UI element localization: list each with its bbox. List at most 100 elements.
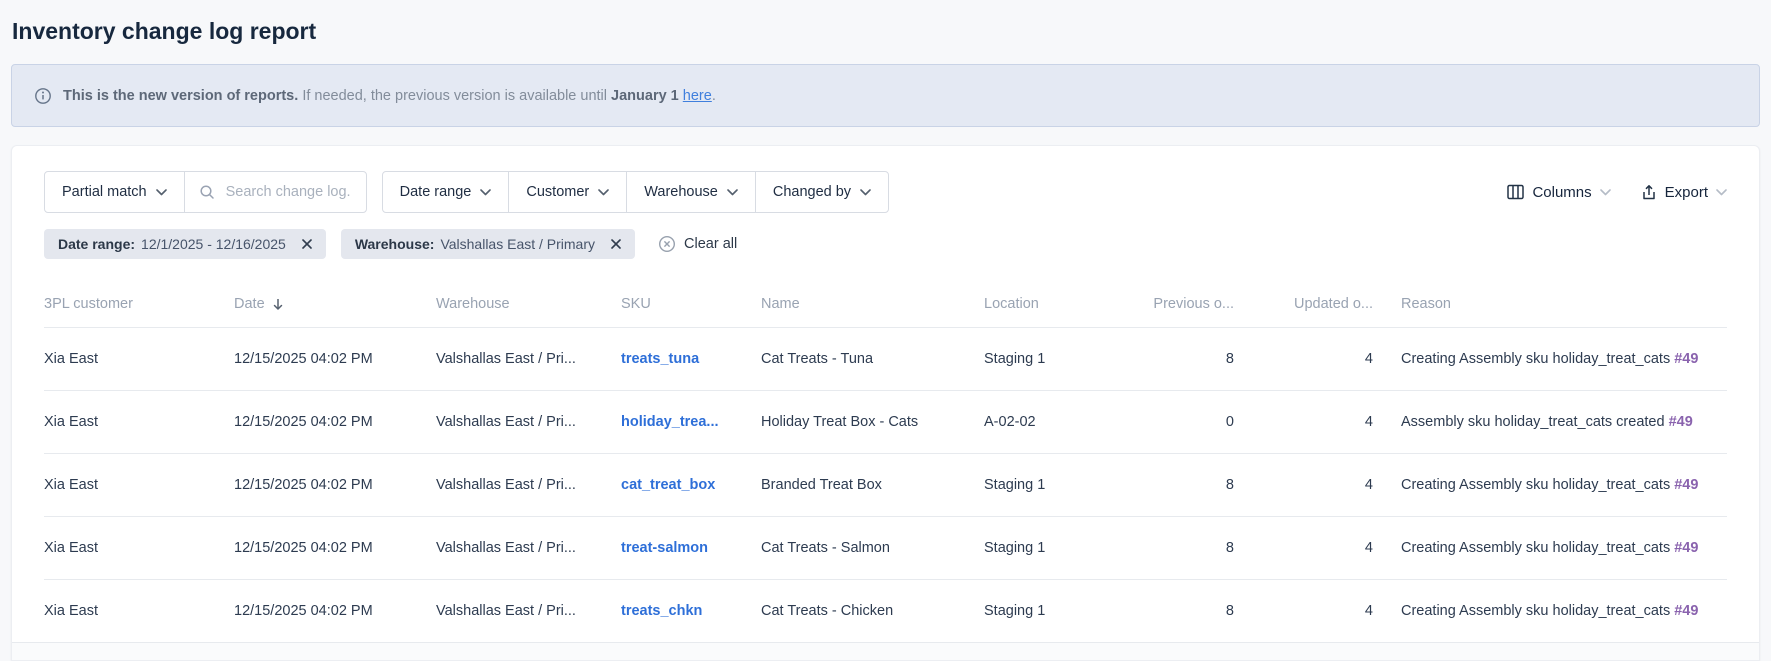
info-icon xyxy=(34,87,52,105)
cell-previous-on-hand: 8 xyxy=(1225,603,1234,619)
cell-location: A-02-02 xyxy=(984,414,1036,430)
chevron-down-icon xyxy=(480,188,492,196)
cell-name: Branded Treat Box xyxy=(761,477,882,493)
reason-reference-link[interactable]: #49 xyxy=(1674,351,1699,367)
match-mode-dropdown[interactable]: Partial match xyxy=(45,172,184,212)
sort-desc-icon xyxy=(272,297,284,311)
cell-reason: Assembly sku holiday_treat_cats created … xyxy=(1401,414,1693,430)
reason-reference-link[interactable]: #49 xyxy=(1674,477,1699,493)
chevron-down-icon xyxy=(1599,188,1611,196)
cell-name: Cat Treats - Salmon xyxy=(761,540,890,556)
cell-previous-on-hand: 8 xyxy=(1225,477,1234,493)
cell-location: Staging 1 xyxy=(984,540,1046,556)
table-row: Xia East 12/15/2025 04:02 PM Valshallas … xyxy=(44,453,1727,516)
table-header: 3PL customer Date Warehouse SKU Name Loc… xyxy=(44,281,1727,327)
reason-reference-link[interactable]: #49 xyxy=(1668,414,1693,430)
sku-link[interactable]: treats_tuna xyxy=(621,351,700,367)
change-log-table: 3PL customer Date Warehouse SKU Name Loc… xyxy=(12,281,1759,660)
table-footer xyxy=(12,642,1759,660)
export-icon xyxy=(1641,184,1657,201)
chevron-down-icon xyxy=(860,188,871,196)
search-group: Partial match xyxy=(44,171,367,213)
sku-link[interactable]: treat-salmon xyxy=(621,540,709,556)
date-range-dropdown[interactable]: Date range xyxy=(383,172,509,212)
column-header-date[interactable]: Date xyxy=(234,296,436,312)
changed-by-dropdown[interactable]: Changed by xyxy=(754,172,888,212)
match-mode-label: Partial match xyxy=(62,184,147,200)
customer-dropdown[interactable]: Customer xyxy=(508,172,626,212)
previous-version-link[interactable]: here xyxy=(682,87,712,104)
columns-icon xyxy=(1507,184,1525,200)
cell-updated-on-hand: 4 xyxy=(1364,477,1373,493)
chevron-down-icon xyxy=(155,188,167,196)
reason-reference-link[interactable]: #49 xyxy=(1674,603,1699,619)
cell-updated-on-hand: 4 xyxy=(1364,540,1373,556)
search-icon xyxy=(199,184,215,200)
cell-name: Holiday Treat Box - Cats xyxy=(761,414,919,430)
cell-warehouse: Valshallas East / Pri... xyxy=(436,414,576,430)
column-header-updated-on-hand[interactable]: Updated o... xyxy=(1294,296,1373,312)
cell-reason: Creating Assembly sku holiday_treat_cats… xyxy=(1401,477,1699,493)
table-row: Xia East 12/15/2025 04:02 PM Valshallas … xyxy=(44,390,1727,453)
sku-link[interactable]: treats_chkn xyxy=(621,603,703,619)
banner-text: This is the new version of reports. If n… xyxy=(63,87,716,104)
cell-location: Staging 1 xyxy=(984,603,1046,619)
info-banner: This is the new version of reports. If n… xyxy=(11,64,1760,127)
cell-date: 12/15/2025 04:02 PM xyxy=(234,414,373,430)
column-header-name[interactable]: Name xyxy=(761,296,800,312)
cell-updated-on-hand: 4 xyxy=(1364,351,1373,367)
cell-customer: Xia East xyxy=(44,540,98,556)
search-input[interactable] xyxy=(223,183,352,201)
chevron-down-icon xyxy=(1716,188,1727,196)
column-header-reason[interactable]: Reason xyxy=(1401,296,1451,312)
filter-chip-date-range: Date range: 12/1/2025 - 12/16/2025 xyxy=(44,229,326,259)
column-header-sku[interactable]: SKU xyxy=(621,296,651,312)
column-header-warehouse[interactable]: Warehouse xyxy=(436,296,510,312)
report-card: Partial match Date range Customer Wareho… xyxy=(11,145,1760,661)
chevron-down-icon xyxy=(727,188,738,196)
remove-filter-icon[interactable] xyxy=(611,239,621,249)
active-filters-row: Date range: 12/1/2025 - 12/16/2025 Wareh… xyxy=(44,229,1727,259)
column-header-location[interactable]: Location xyxy=(984,296,1039,312)
cell-date: 12/15/2025 04:02 PM xyxy=(234,477,373,493)
column-header-3pl-customer[interactable]: 3PL customer xyxy=(44,296,133,312)
cell-reason: Creating Assembly sku holiday_treat_cats… xyxy=(1401,603,1699,619)
cell-previous-on-hand: 8 xyxy=(1225,540,1234,556)
cell-customer: Xia East xyxy=(44,603,98,619)
page-title: Inventory change log report xyxy=(12,18,317,44)
cell-previous-on-hand: 8 xyxy=(1225,351,1234,367)
cell-location: Staging 1 xyxy=(984,351,1046,367)
table-row: Xia East 12/15/2025 04:02 PM Valshallas … xyxy=(44,327,1727,390)
cell-warehouse: Valshallas East / Pri... xyxy=(436,351,576,367)
cell-location: Staging 1 xyxy=(984,477,1046,493)
sku-link[interactable]: holiday_trea... xyxy=(621,414,719,430)
cell-warehouse: Valshallas East / Pri... xyxy=(436,540,576,556)
search-field xyxy=(183,172,366,212)
table-row: Xia East 12/15/2025 04:02 PM Valshallas … xyxy=(44,579,1727,642)
cell-name: Cat Treats - Chicken xyxy=(761,603,894,619)
clear-all-icon xyxy=(658,235,676,253)
cell-date: 12/15/2025 04:02 PM xyxy=(234,603,373,619)
sku-link[interactable]: cat_treat_box xyxy=(621,477,716,493)
cell-warehouse: Valshallas East / Pri... xyxy=(436,603,576,619)
column-header-previous-on-hand[interactable]: Previous o... xyxy=(1153,296,1234,312)
columns-button[interactable]: Columns xyxy=(1507,184,1611,201)
export-button[interactable]: Export xyxy=(1641,184,1727,201)
cell-previous-on-hand: 0 xyxy=(1225,414,1234,430)
remove-filter-icon[interactable] xyxy=(302,239,312,249)
cell-warehouse: Valshallas East / Pri... xyxy=(436,477,576,493)
cell-updated-on-hand: 4 xyxy=(1364,414,1373,430)
filter-chip-warehouse: Warehouse: Valshallas East / Primary xyxy=(340,229,636,259)
reason-reference-link[interactable]: #49 xyxy=(1674,540,1699,556)
cell-customer: Xia East xyxy=(44,351,98,367)
clear-all-button[interactable]: Clear all xyxy=(658,235,737,253)
warehouse-dropdown[interactable]: Warehouse xyxy=(626,172,755,212)
cell-reason: Creating Assembly sku holiday_treat_cats… xyxy=(1401,540,1699,556)
filter-dropdown-group: Date range Customer Warehouse Changed by xyxy=(381,171,890,213)
cell-customer: Xia East xyxy=(44,414,98,430)
cell-name: Cat Treats - Tuna xyxy=(761,351,874,367)
chevron-down-icon xyxy=(598,188,610,196)
cell-date: 12/15/2025 04:02 PM xyxy=(234,351,373,367)
table-row: Xia East 12/15/2025 04:02 PM Valshallas … xyxy=(44,516,1727,579)
cell-reason: Creating Assembly sku holiday_treat_cats… xyxy=(1401,351,1699,367)
